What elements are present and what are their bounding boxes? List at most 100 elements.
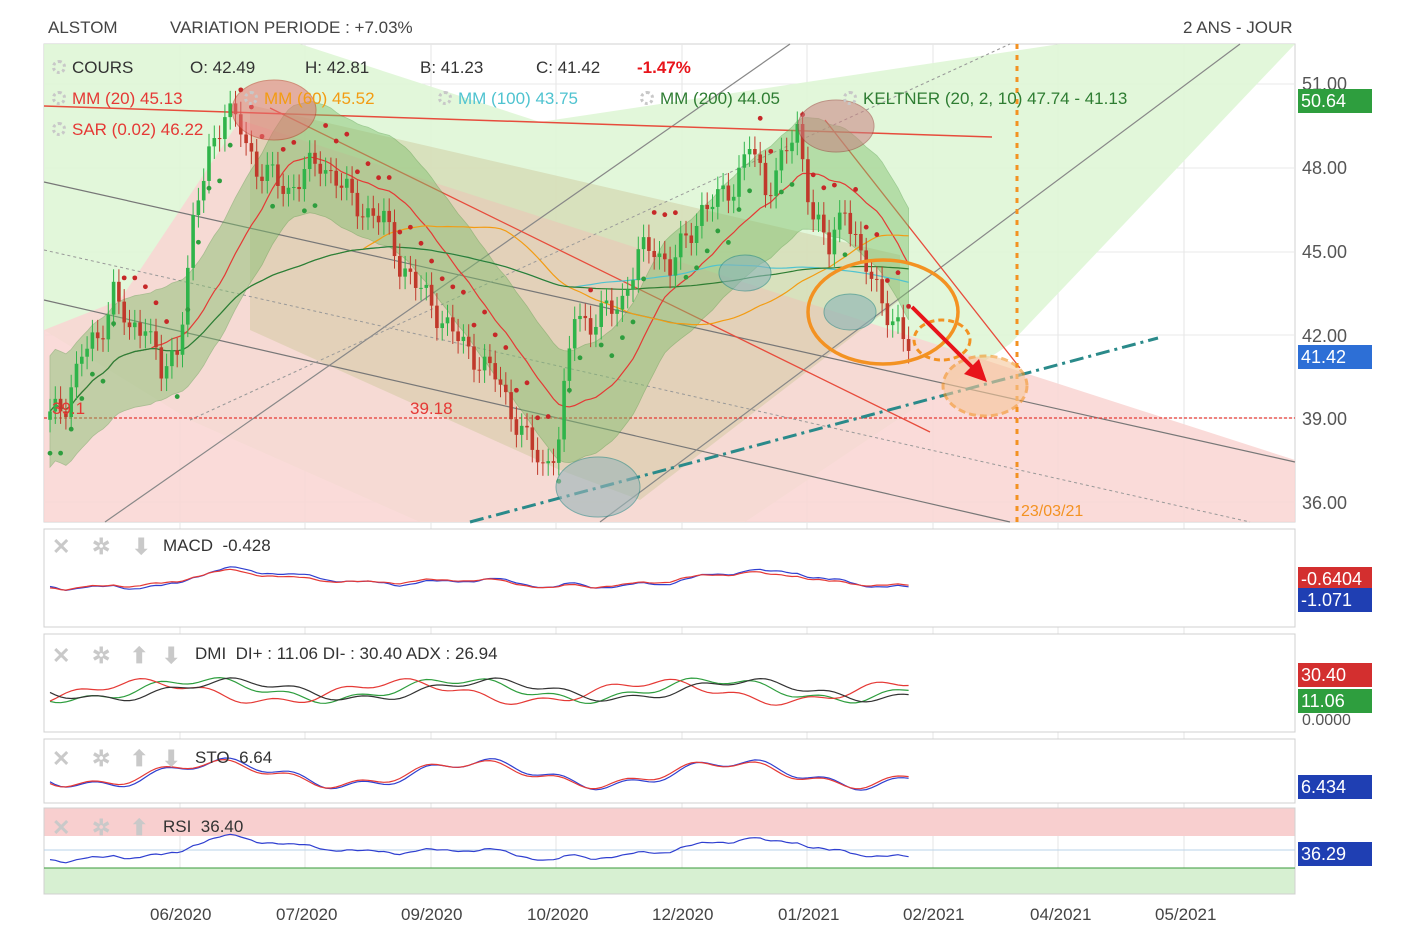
sar-dot <box>100 378 106 384</box>
arrow-down-icon[interactable]: ⬇ <box>132 534 151 559</box>
arrow-up-icon[interactable]: ⬆ <box>130 643 149 668</box>
channel-line-asc-dotted <box>189 43 1011 421</box>
red-short-descending-line <box>824 119 1021 369</box>
candle-body <box>694 225 699 243</box>
sar-dot <box>747 188 752 194</box>
sar-dot <box>111 321 116 327</box>
candle-body <box>360 216 365 218</box>
sar-dot <box>185 307 191 313</box>
sar-dot <box>736 207 742 212</box>
x-tick: 12/2020 <box>652 905 714 924</box>
candle-body <box>615 309 619 314</box>
gear-icon[interactable] <box>843 91 857 105</box>
legend-mm20[interactable]: MM (20) 45.13 <box>52 89 183 109</box>
macd-panel-frame <box>43 528 1296 628</box>
candle-body <box>260 176 264 181</box>
x-tick: 02/2021 <box>903 905 965 924</box>
channel-line-desc-dotted <box>43 249 1251 523</box>
rsi-box: 36.29 <box>1298 842 1372 866</box>
sar-dot <box>630 319 636 325</box>
candle-body <box>689 235 694 243</box>
sar-dot <box>291 139 297 145</box>
sar-dot <box>683 274 689 280</box>
rsi-label: RSI 36.40 <box>163 817 244 836</box>
legend-change: -1.47% <box>637 58 691 77</box>
sar-dot <box>895 270 901 276</box>
legend-mm60[interactable]: MM (60) 45.52 <box>244 89 375 109</box>
legend-mm200[interactable]: MM (200) 44.05 <box>640 89 780 109</box>
overlap-area <box>250 105 900 500</box>
candle-body <box>551 461 556 463</box>
candle-body <box>652 250 656 258</box>
legend-cours[interactable]: COURS <box>52 58 133 78</box>
gear-icon[interactable] <box>244 91 258 105</box>
legend-sar[interactable]: SAR (0.02) 46.22 <box>52 120 203 140</box>
candle-body <box>530 427 535 450</box>
x-tick: 07/2020 <box>276 905 338 924</box>
candle-body <box>413 271 418 288</box>
candle-body <box>610 300 614 314</box>
gear-icon[interactable] <box>640 91 654 105</box>
sar-dot <box>58 450 63 456</box>
candle-body <box>345 178 349 188</box>
candle-body <box>790 142 794 152</box>
red-arrow-head <box>964 359 987 382</box>
sar-dot <box>853 187 858 192</box>
arrow-down-icon[interactable]: ⬇ <box>162 746 181 771</box>
candle-body <box>498 379 503 385</box>
bottom-circle <box>555 456 641 518</box>
gear-icon[interactable]: ✲ <box>92 534 111 559</box>
candle-body <box>684 233 688 236</box>
candle-body <box>647 237 651 251</box>
close-icon[interactable]: ✕ <box>52 746 71 771</box>
candle-body <box>800 124 805 160</box>
sar-dot <box>270 203 275 209</box>
candle-body <box>122 301 126 323</box>
candle-body <box>53 398 58 412</box>
gear-icon[interactable]: ✲ <box>92 815 111 840</box>
candle-body <box>297 186 301 190</box>
candle-body <box>769 195 773 197</box>
sar-dot <box>174 394 180 399</box>
gear-icon[interactable]: ✲ <box>92 746 111 771</box>
candle-body <box>731 196 736 201</box>
candle-body <box>69 387 73 418</box>
gear-icon[interactable]: ✲ <box>92 643 111 668</box>
sar-dot <box>524 380 530 386</box>
gear-icon[interactable] <box>52 122 66 136</box>
close-icon[interactable]: ✕ <box>52 643 71 668</box>
gear-icon[interactable] <box>52 60 66 74</box>
gear-icon[interactable] <box>52 91 66 105</box>
sar-dot <box>768 148 774 154</box>
candle-body <box>514 419 519 435</box>
gear-icon[interactable] <box>438 91 452 105</box>
sto-box: 6.434 <box>1298 775 1372 799</box>
candle-body <box>461 336 466 342</box>
candle-body <box>472 346 476 370</box>
candle-body <box>101 338 105 340</box>
candle-body <box>339 185 344 188</box>
candle-body <box>106 314 111 340</box>
candle-body <box>334 170 338 186</box>
sar-dot <box>312 203 318 208</box>
arrow-down-icon[interactable]: ⬇ <box>162 643 181 668</box>
sar-dot <box>906 303 911 309</box>
close-icon[interactable]: ✕ <box>52 534 71 559</box>
legend-keltner[interactable]: KELTNER (20, 2, 10) 47.74 - 41.13 <box>843 89 1127 109</box>
candle-body <box>191 215 195 268</box>
arrow-up-icon[interactable]: ⬆ <box>130 746 149 771</box>
candle-body <box>329 170 333 172</box>
period-selector[interactable]: 2 ANS - JOUR <box>1183 18 1293 37</box>
candle-body <box>323 170 328 174</box>
candle-body <box>890 321 895 326</box>
candle-body <box>180 324 185 355</box>
candle-body <box>175 350 179 355</box>
close-icon[interactable]: ✕ <box>52 815 71 840</box>
sar-dot <box>704 248 710 254</box>
candle-body <box>636 249 641 281</box>
rsi-line <box>49 833 909 864</box>
arrow-up-icon[interactable]: ⬆ <box>130 815 149 840</box>
candle-body <box>58 398 63 412</box>
legend-mm100[interactable]: MM (100) 43.75 <box>438 89 578 109</box>
x-tick: 05/2021 <box>1155 905 1217 924</box>
